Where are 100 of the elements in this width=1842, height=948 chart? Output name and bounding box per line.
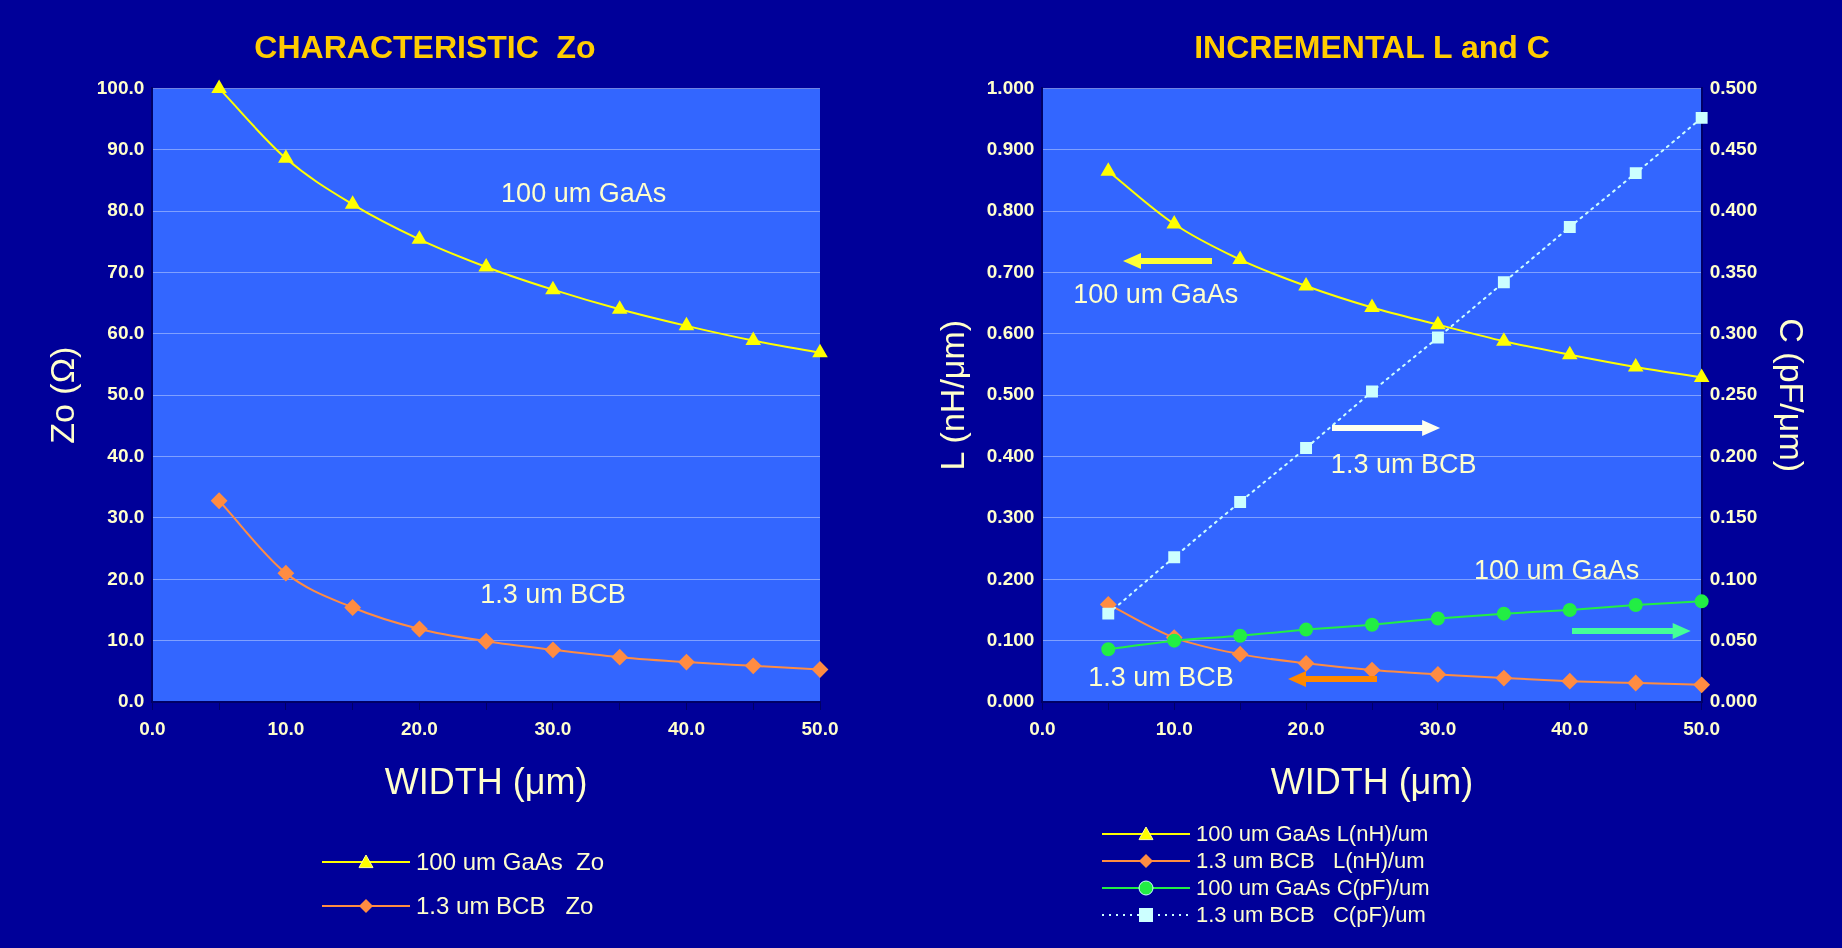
point xyxy=(1168,551,1181,564)
x-tick-label: 50.0 xyxy=(1683,717,1721,739)
point xyxy=(1366,385,1378,398)
point xyxy=(211,492,228,509)
y-tick-label: 0.600 xyxy=(986,322,1035,344)
x-tick-label: 20.0 xyxy=(1287,717,1325,739)
point xyxy=(478,633,495,650)
point xyxy=(1429,666,1446,683)
point xyxy=(1167,633,1182,648)
point xyxy=(411,620,428,637)
point xyxy=(1101,163,1116,176)
legend-label: 1.3 um BCB L(nH)/um xyxy=(1196,847,1425,874)
point xyxy=(1430,611,1445,626)
y-tick-label: 0.100 xyxy=(986,628,1035,650)
point xyxy=(612,301,627,314)
x-tick-label: 50.0 xyxy=(801,717,839,739)
y2-tick-label: 0.050 xyxy=(1709,628,1758,650)
y-tick-label: 0.500 xyxy=(986,383,1035,405)
y-tick-label: 0.400 xyxy=(986,444,1035,466)
y-tick-label: 100.0 xyxy=(96,76,145,98)
y-tick-label: 30.0 xyxy=(107,506,145,528)
y-axis-title: L (nH/μm) xyxy=(932,319,971,471)
y2-tick-label: 0.500 xyxy=(1709,76,1758,98)
y-tick-label: 90.0 xyxy=(107,137,145,159)
y2-tick-label: 0.250 xyxy=(1709,383,1758,405)
annotation: 1.3 um BCB xyxy=(1330,449,1477,480)
y-tick-label: 50.0 xyxy=(107,383,145,405)
point xyxy=(1629,167,1642,180)
point xyxy=(1495,670,1512,687)
point xyxy=(678,654,695,671)
x-tick-label: 30.0 xyxy=(534,717,572,739)
point xyxy=(611,649,628,666)
point xyxy=(1431,331,1444,344)
y-axis-title: Zo (Ω) xyxy=(42,346,81,444)
point xyxy=(545,281,560,295)
y-tick-label: 20.0 xyxy=(107,567,145,589)
point xyxy=(1694,594,1709,609)
annotation: 1.3 um BCB xyxy=(480,578,626,609)
y2-tick-label: 0.300 xyxy=(1709,322,1758,344)
y2-tick-label: 0.450 xyxy=(1709,137,1758,159)
point xyxy=(1299,622,1314,637)
legend-label: 100 um GaAs C(pF)/um xyxy=(1196,874,1430,901)
point xyxy=(1562,602,1577,617)
y-tick-label: 10.0 xyxy=(107,628,145,650)
point xyxy=(212,80,227,93)
y-tick-label: 80.0 xyxy=(107,199,145,221)
point xyxy=(1628,598,1643,613)
point xyxy=(1102,607,1115,620)
point xyxy=(1364,299,1380,312)
point xyxy=(1233,628,1248,643)
point xyxy=(1627,674,1644,691)
x-tick-label: 0.0 xyxy=(139,717,166,739)
point xyxy=(344,599,361,616)
annotation: 100 um GaAs xyxy=(1474,554,1640,585)
chart-title: INCREMENTAL L and C xyxy=(1194,29,1550,66)
point xyxy=(679,317,694,331)
point xyxy=(1497,276,1510,289)
point xyxy=(812,344,828,358)
point xyxy=(1561,673,1578,690)
point xyxy=(1233,251,1248,265)
y-tick-label: 1.000 xyxy=(986,76,1035,98)
point xyxy=(1299,277,1314,291)
x-tick-label: 0.0 xyxy=(1029,717,1056,739)
x-axis-title: WIDTH (μm) xyxy=(1270,761,1474,803)
x-tick-label: 30.0 xyxy=(1419,717,1457,739)
y2-tick-label: 0.400 xyxy=(1709,199,1758,221)
y-tick-label: 70.0 xyxy=(107,260,145,282)
point xyxy=(544,641,561,658)
y-tick-label: 0.800 xyxy=(986,199,1035,221)
point xyxy=(1496,333,1511,346)
point xyxy=(1234,496,1247,508)
chart-title: CHARACTERISTIC Zo xyxy=(254,29,596,66)
y2-tick-label: 0.000 xyxy=(1709,690,1758,712)
y2-tick-label: 0.200 xyxy=(1709,444,1758,466)
y2-axis-title: C (pF/μm) xyxy=(1773,318,1812,473)
point xyxy=(1628,358,1643,372)
y-tick-label: 40.0 xyxy=(107,444,145,466)
annotation: 1.3 um BCB xyxy=(1088,661,1234,692)
y-tick-label: 0.000 xyxy=(986,690,1035,712)
y2-tick-label: 0.350 xyxy=(1709,260,1758,282)
point xyxy=(1232,646,1249,663)
point xyxy=(1562,346,1577,360)
point xyxy=(812,661,828,678)
point xyxy=(1693,676,1710,693)
y-tick-label: 0.300 xyxy=(986,506,1035,528)
point xyxy=(1298,655,1315,672)
x-tick-label: 40.0 xyxy=(1551,717,1589,739)
y-tick-label: 0.200 xyxy=(986,567,1035,589)
point xyxy=(1430,316,1445,330)
y2-tick-label: 0.150 xyxy=(1709,506,1758,528)
legend-label: 100 um GaAs L(nH)/um xyxy=(1196,820,1429,847)
point xyxy=(1300,442,1313,454)
x-tick-label: 10.0 xyxy=(267,717,305,739)
point xyxy=(345,196,360,209)
y-tick-label: 60.0 xyxy=(107,322,145,344)
legend-label: 100 um GaAs Zo xyxy=(416,848,605,876)
point xyxy=(1365,617,1379,632)
point xyxy=(1694,369,1709,382)
point xyxy=(412,231,427,244)
x-axis-title: WIDTH (μm) xyxy=(384,761,588,803)
